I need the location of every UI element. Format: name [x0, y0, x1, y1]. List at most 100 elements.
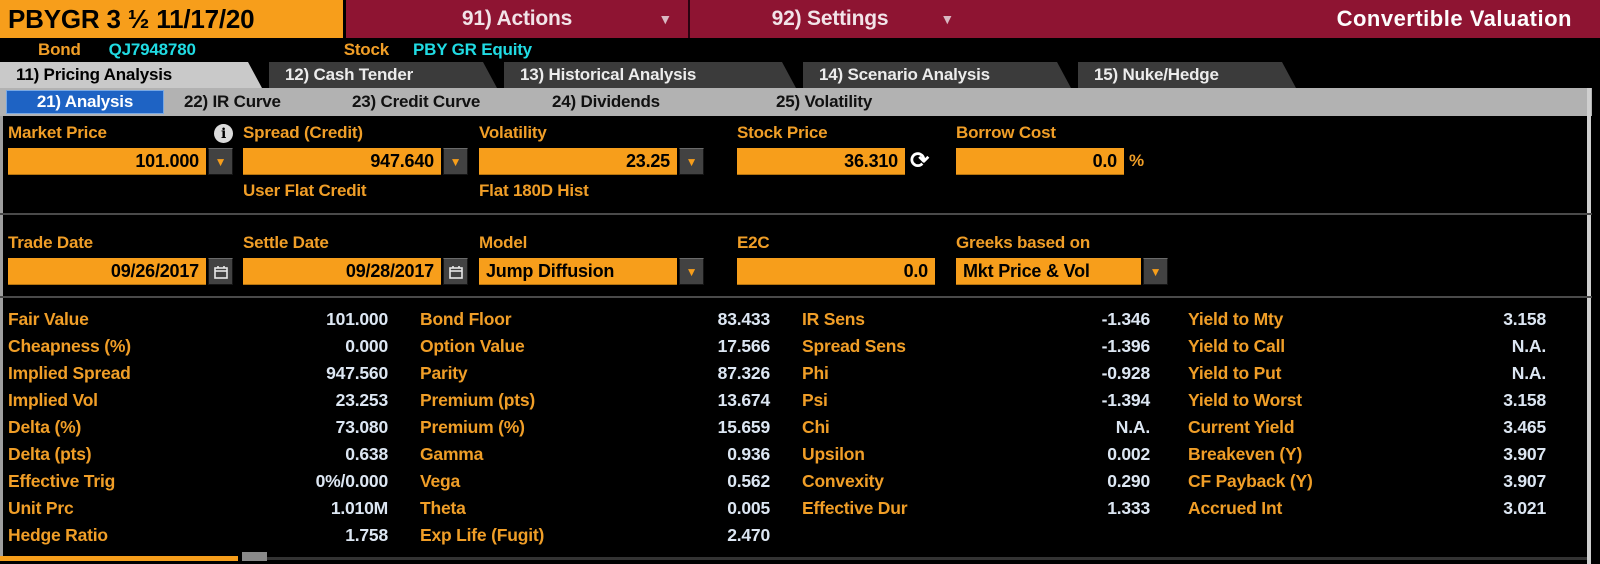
result-row: Spread Sens -1.396: [802, 333, 1150, 360]
result-value: 3.021: [1503, 498, 1546, 518]
percent-suffix: %: [1129, 151, 1144, 170]
greeks-dropdown-button[interactable]: ▼: [1143, 258, 1168, 285]
model-select[interactable]: Jump Diffusion: [479, 258, 677, 285]
tab-nuke-hedge[interactable]: 15) Nuke/Hedge: [1078, 62, 1296, 88]
result-row: Unit Prc 1.010M: [8, 495, 388, 522]
settings-menu-label: 92) Settings: [771, 7, 889, 30]
chevron-down-icon: ▼: [658, 11, 672, 27]
tab-historical-analysis[interactable]: 13) Historical Analysis: [504, 62, 796, 88]
result-row: Premium (%) 15.659: [420, 414, 770, 441]
settle-date-input[interactable]: 09/28/2017: [243, 258, 441, 285]
tab-cash-tender[interactable]: 12) Cash Tender: [269, 62, 497, 88]
result-value: -1.394: [1101, 390, 1151, 410]
result-value: 101.000: [326, 309, 388, 329]
result-label: Exp Life (Fugit): [420, 525, 545, 545]
market-price-input[interactable]: 101.000: [8, 148, 206, 175]
actions-menu[interactable]: 91) Actions ▼: [346, 0, 688, 38]
result-label: Bond Floor: [420, 309, 512, 329]
refresh-icon[interactable]: ⟳: [910, 147, 930, 173]
stock-label: Stock: [343, 40, 389, 59]
result-value: 0.002: [1107, 444, 1150, 464]
result-row: Effective Trig 0%/0.000: [8, 468, 388, 495]
settings-menu[interactable]: 92) Settings ▼: [688, 0, 970, 38]
results-column-1: Fair Value 101.000 Cheapness (%) 0.000 I…: [8, 306, 388, 549]
result-label: Effective Dur: [802, 498, 908, 518]
settle-date-label: Settle Date: [243, 233, 329, 252]
market-price-label: Market Price: [8, 123, 107, 142]
result-value: N.A.: [1115, 417, 1150, 437]
volatility-dropdown-button[interactable]: ▼: [679, 148, 704, 175]
security-ticker-field[interactable]: PBYGR 3 ½ 11/17/20: [0, 0, 346, 38]
e2c-input[interactable]: 0.0: [737, 258, 935, 285]
result-row: Delta (pts) 0.638: [8, 441, 388, 468]
result-row: Yield to Worst 3.158: [1188, 387, 1546, 414]
volatility-note: Flat 180D Hist: [479, 181, 589, 200]
section-divider: [0, 213, 1592, 215]
subtab-credit-curve[interactable]: 23) Credit Curve: [352, 92, 481, 111]
spread-dropdown-button[interactable]: ▼: [443, 148, 468, 175]
actions-menu-label: 91) Actions: [461, 7, 573, 30]
subtab-volatility[interactable]: 25) Volatility: [776, 92, 873, 111]
result-row: Phi -0.928: [802, 360, 1150, 387]
chevron-down-icon: ▼: [1149, 264, 1162, 279]
stock-price-label: Stock Price: [737, 123, 828, 142]
results-column-2: Bond Floor 83.433 Option Value 17.566 Pa…: [420, 306, 770, 549]
tab-scenario-analysis[interactable]: 14) Scenario Analysis: [803, 62, 1071, 88]
bond-id[interactable]: QJ7948780: [108, 40, 196, 59]
market-price-dropdown-button[interactable]: ▼: [208, 148, 233, 175]
horizontal-scrollbar-track[interactable]: [267, 557, 1587, 560]
result-value: 3.907: [1503, 471, 1546, 491]
subtab-analysis[interactable]: 21) Analysis: [6, 90, 164, 114]
left-panel-edge: [0, 116, 3, 556]
result-row: IR Sens -1.346: [802, 306, 1150, 333]
result-value: 0.562: [727, 471, 770, 491]
result-label: Cheapness (%): [8, 336, 131, 356]
result-value: -1.396: [1101, 336, 1151, 356]
result-row: Implied Spread 947.560: [8, 360, 388, 387]
result-label: Phi: [802, 363, 829, 383]
volatility-input[interactable]: 23.25: [479, 148, 677, 175]
chevron-down-icon: ▼: [449, 154, 462, 169]
tab-pricing-analysis[interactable]: 11) Pricing Analysis: [0, 62, 262, 88]
e2c-label: E2C: [737, 233, 770, 252]
result-row: Upsilon 0.002: [802, 441, 1150, 468]
spread-credit-label: Spread (Credit): [243, 123, 363, 142]
result-row: Convexity 0.290: [802, 468, 1150, 495]
result-value: 3.158: [1503, 390, 1546, 410]
model-dropdown-button[interactable]: ▼: [679, 258, 704, 285]
vertical-scrollbar[interactable]: [1587, 88, 1591, 564]
page-title: Convertible Valuation: [1336, 6, 1572, 31]
result-row: Parity 87.326: [420, 360, 770, 387]
calendar-icon: [448, 265, 463, 279]
result-value: 1.758: [345, 525, 388, 545]
result-value: 1.333: [1107, 498, 1150, 518]
spread-credit-input[interactable]: 947.640: [243, 148, 441, 175]
result-label: Delta (pts): [8, 444, 92, 464]
horizontal-scrollbar-grip[interactable]: [242, 552, 267, 561]
result-row: Chi N.A.: [802, 414, 1150, 441]
trade-date-calendar-button[interactable]: [208, 258, 233, 285]
result-label: Implied Spread: [8, 363, 131, 383]
section-divider: [0, 296, 1592, 298]
result-label: Yield to Call: [1188, 336, 1285, 356]
stock-id[interactable]: PBY GR Equity: [413, 40, 532, 59]
result-value: 0.936: [727, 444, 770, 464]
trade-date-input[interactable]: 09/26/2017: [8, 258, 206, 285]
settle-date-calendar-button[interactable]: [443, 258, 468, 285]
result-value: 73.080: [335, 417, 389, 437]
result-value: 0.000: [345, 336, 388, 356]
greeks-based-on-select[interactable]: Mkt Price & Vol: [956, 258, 1141, 285]
result-label: IR Sens: [802, 309, 865, 329]
result-value: 0.290: [1107, 471, 1150, 491]
result-label: Delta (%): [8, 417, 82, 437]
subtab-ir-curve[interactable]: 22) IR Curve: [184, 92, 281, 111]
result-label: Premium (%): [420, 417, 525, 437]
results-column-4: Yield to Mty 3.158 Yield to Call N.A. Yi…: [1188, 306, 1546, 522]
result-label: Theta: [420, 498, 466, 518]
info-icon[interactable]: i: [214, 124, 233, 143]
result-row: Effective Dur 1.333: [802, 495, 1150, 522]
subtab-dividends[interactable]: 24) Dividends: [552, 92, 660, 111]
borrow-cost-input[interactable]: 0.0: [956, 148, 1124, 175]
selected-row-underline: [0, 556, 238, 561]
stock-price-input[interactable]: 36.310: [737, 148, 905, 175]
